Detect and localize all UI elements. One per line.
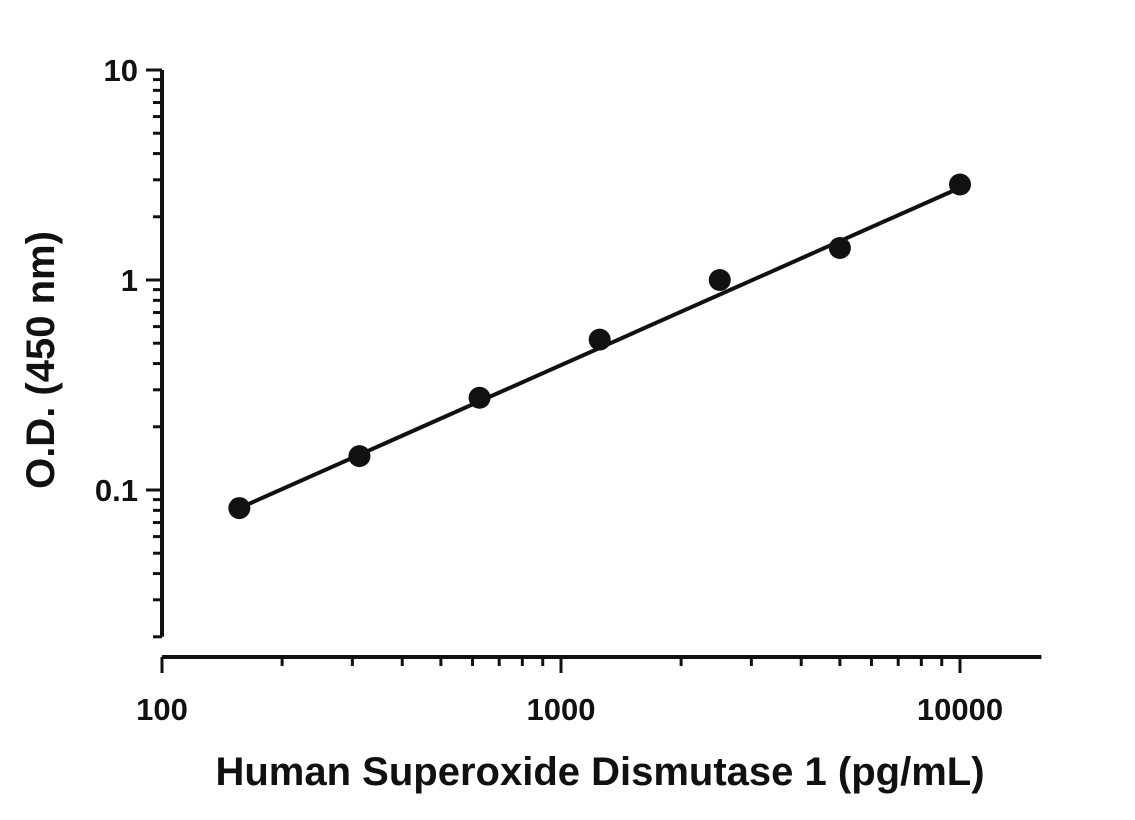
x-tick-label: 1000 <box>527 692 596 727</box>
data-point <box>228 497 251 520</box>
y-tick-label: 1 <box>121 263 138 298</box>
x-axis-title: Human Superoxide Dismutase 1 (pg/mL) <box>215 750 984 794</box>
y-axis-title: O.D. (450 nm) <box>19 231 63 489</box>
data-point <box>708 269 731 291</box>
data-point <box>588 328 611 351</box>
axes <box>160 70 1042 659</box>
data-point <box>949 173 971 196</box>
x-tick-label: 100 <box>136 692 188 727</box>
data-point <box>468 386 491 409</box>
y-tick-label: 10 <box>104 53 138 88</box>
x-tick-label: 10000 <box>917 692 1003 727</box>
data-point <box>828 237 851 260</box>
ticks <box>146 68 962 673</box>
data-point <box>348 445 371 468</box>
y-tick-label: 0.1 <box>95 473 138 508</box>
data-points <box>228 173 971 520</box>
tick-labels: 10 1 0.1 100 1000 10000 <box>95 53 1003 727</box>
